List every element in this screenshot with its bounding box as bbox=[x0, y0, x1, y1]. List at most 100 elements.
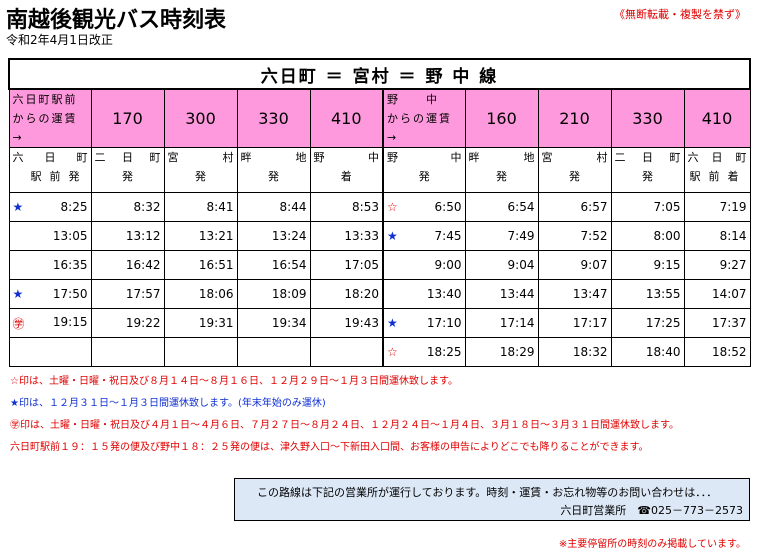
time-value: 8:32 bbox=[133, 200, 161, 214]
service-mark: ☆ bbox=[387, 200, 398, 214]
time-value: 19:22 bbox=[125, 316, 161, 330]
time-value: 9:15 bbox=[653, 258, 681, 272]
stop-name-char: 日 bbox=[642, 151, 653, 164]
stop-header: 野 中着 bbox=[309, 147, 384, 193]
note-2: ★印は、１２月３１日～１月３日間運休致します。(年末年始のみ運休) bbox=[10, 398, 326, 409]
fare-cell: 300 bbox=[163, 88, 238, 148]
time-cell: 13:40 bbox=[382, 279, 466, 309]
stop-action: 駅前発 bbox=[30, 170, 88, 183]
time-value: 18:09 bbox=[271, 287, 307, 301]
stop-name-char: 二 bbox=[614, 151, 626, 164]
time-cell: 17:05 bbox=[309, 250, 384, 280]
time-cell: 17:25 bbox=[610, 308, 685, 338]
time-value: 18:29 bbox=[499, 345, 535, 359]
time-cell: 13:55 bbox=[610, 279, 685, 309]
time-value: 13:44 bbox=[499, 287, 535, 301]
service-mark: ★ bbox=[12, 200, 24, 214]
fare-cell: 160 bbox=[464, 88, 539, 148]
time-value: 18:20 bbox=[344, 287, 379, 301]
footnote: ※主要停留所の時刻のみ掲載しています。 bbox=[558, 539, 746, 550]
time-value: 13:40 bbox=[426, 287, 462, 301]
fare-row: 六日町駅前 からの運賃→ 170 300 330 410 野 中からの運賃→ 16… bbox=[8, 88, 751, 148]
time-value: 17:57 bbox=[125, 287, 161, 301]
time-cell: 13:44 bbox=[464, 279, 539, 309]
time-cell: 19:43 bbox=[309, 308, 384, 338]
time-cell: ㊫ 19:15 bbox=[8, 308, 92, 338]
stop-action: 発 bbox=[195, 170, 206, 183]
time-cell: ☆ 18:25 bbox=[382, 337, 466, 367]
time-cell: 13:47 bbox=[537, 279, 612, 309]
time-value: 8:25 bbox=[60, 200, 88, 214]
time-cell: 6:57 bbox=[537, 192, 612, 222]
stop-header: 宮 村発 bbox=[163, 147, 238, 193]
stop-action: 着 bbox=[340, 170, 352, 183]
stop-header: 畔 地発 bbox=[464, 147, 539, 193]
stop-name-char: 宮 bbox=[167, 151, 179, 164]
time-cell: 14:07 bbox=[683, 279, 751, 309]
time-cell: ★ 17:10 bbox=[382, 308, 466, 338]
stop-name-char: 六 bbox=[12, 151, 24, 164]
time-value: 7:45 bbox=[434, 229, 462, 243]
service-mark: ★ bbox=[12, 287, 24, 301]
stop-name-char: 地 bbox=[523, 151, 535, 164]
time-cell: 16:54 bbox=[236, 250, 311, 280]
time-value: 8:41 bbox=[206, 200, 234, 214]
service-mark: ★ bbox=[387, 316, 398, 330]
stop-name-char: 畔 bbox=[240, 151, 252, 164]
note-3: ㊫印は、土曜・日曜・祝日及び４月１日～４月６日、７月２７日～８月２４日、１２月２… bbox=[10, 420, 679, 431]
stop-name-char: 村 bbox=[596, 151, 608, 164]
time-cell: 18:32 bbox=[537, 337, 612, 367]
stop-header: 六日町駅前着 bbox=[683, 147, 751, 193]
time-cell: 18:06 bbox=[163, 279, 238, 309]
time-value: 18:06 bbox=[198, 287, 234, 301]
time-cell: 6:54 bbox=[464, 192, 539, 222]
copyright-notice: 《無断転載・複製を禁ず》 bbox=[614, 8, 746, 21]
time-value: 18:32 bbox=[572, 345, 608, 359]
time-cell: 8:14 bbox=[683, 221, 751, 251]
time-cell: 8:44 bbox=[236, 192, 311, 222]
time-cell: ★ 8:25 bbox=[8, 192, 92, 222]
timetable: 六日町 ＝ 宮村 ＝ 野 中 線 六日町駅前 からの運賃→ 170 300 330… bbox=[7, 58, 752, 367]
stop-action: 駅前着 bbox=[689, 170, 747, 183]
time-value: 18:40 bbox=[645, 345, 681, 359]
time-cell bbox=[8, 337, 92, 367]
time-value: 9:07 bbox=[580, 258, 608, 272]
stop-header: 二 日 町発 bbox=[610, 147, 685, 193]
time-cell: 17:14 bbox=[464, 308, 539, 338]
time-value: 8:44 bbox=[279, 200, 307, 214]
time-value: 13:05 bbox=[52, 229, 88, 243]
time-cell: 7:49 bbox=[464, 221, 539, 251]
stop-header: 宮 村発 bbox=[537, 147, 612, 193]
time-cell: 9:15 bbox=[610, 250, 685, 280]
time-cell: 18:52 bbox=[683, 337, 751, 367]
stop-action: 発 bbox=[122, 170, 133, 183]
time-cell: 9:00 bbox=[382, 250, 466, 280]
stop-name-char: 日 bbox=[44, 151, 56, 164]
time-value: 19:34 bbox=[271, 316, 307, 330]
stop-name-char: 野 bbox=[387, 151, 398, 164]
time-value: 9:04 bbox=[507, 258, 535, 272]
contact-box: この路線は下記の営業所が運行しております。時刻・運賃・お忘れ物等のお問い合わせは… bbox=[234, 478, 750, 521]
note-4: 六日町駅前１９：１５発の便及び野中１８：２５発の便は、津久野入口～下新田入口間、… bbox=[10, 442, 649, 453]
time-row: 16:35 16:42 16:51 16:54 17:05 9:00 9:04 9:07 9:1… bbox=[8, 250, 751, 280]
time-value: 6:50 bbox=[434, 200, 462, 214]
time-cell: 8:41 bbox=[163, 192, 238, 222]
fare-label-right: 野 中からの運賃→ bbox=[382, 88, 466, 148]
time-value: 7:05 bbox=[653, 200, 681, 214]
time-cell: 7:52 bbox=[537, 221, 612, 251]
stop-name-char: 町 bbox=[669, 151, 681, 164]
stop-name-char: 町 bbox=[149, 151, 161, 164]
contact-text: この路線は下記の営業所が運行しております。時刻・運賃・お忘れ物等のお問い合わせは… bbox=[257, 486, 718, 499]
time-cell: 13:33 bbox=[309, 221, 384, 251]
time-cell: 9:27 bbox=[683, 250, 751, 280]
time-value: 17:10 bbox=[426, 316, 462, 330]
service-mark: ㊫ bbox=[12, 316, 25, 331]
time-cell: 8:53 bbox=[309, 192, 384, 222]
time-cell: 13:12 bbox=[90, 221, 165, 251]
stop-name-char: 宮 bbox=[541, 151, 553, 164]
stop-action: 発 bbox=[496, 170, 507, 183]
stop-name-char: 地 bbox=[295, 151, 307, 164]
time-value: 9:00 bbox=[434, 258, 462, 272]
service-mark: ★ bbox=[387, 229, 398, 243]
stop-action: 発 bbox=[569, 170, 580, 183]
